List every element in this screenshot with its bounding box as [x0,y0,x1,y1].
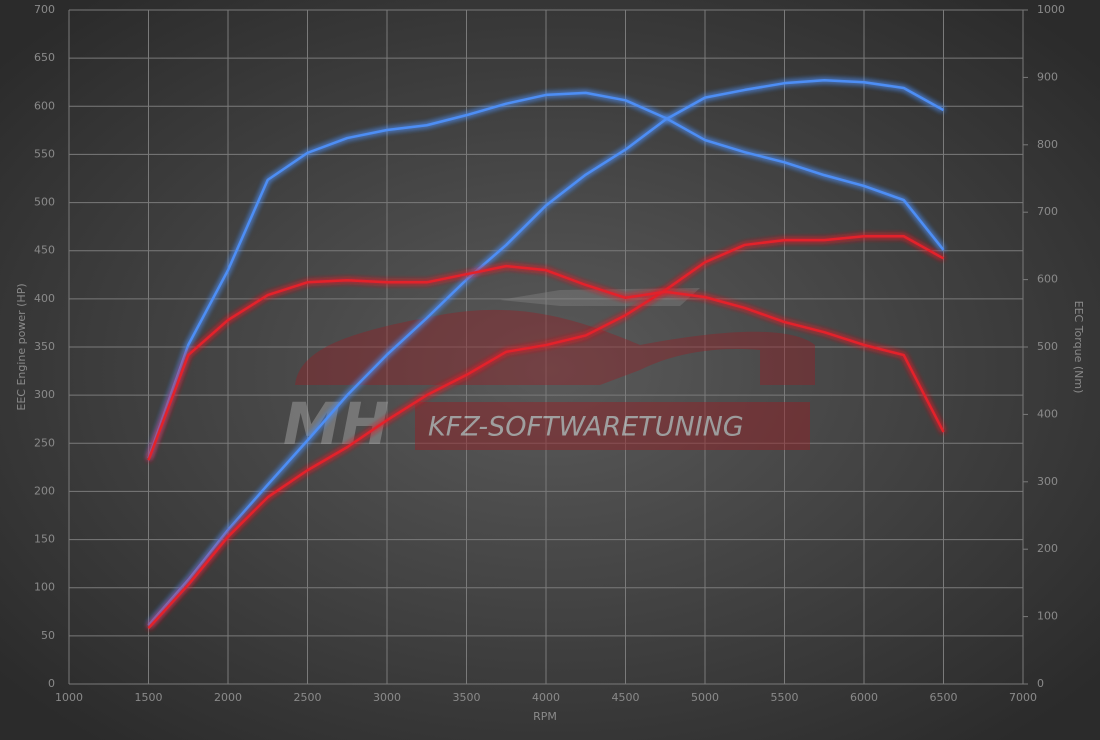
series-line [147,264,945,461]
grid [68,9,1024,685]
y2-tick-label: 900 [1037,70,1058,83]
x-tick-label: 6500 [930,691,958,704]
x-tick-label: 5500 [771,691,799,704]
y-tick-label: 450 [34,244,55,257]
y2-axis-label: EEC Torque (Nm) [1072,301,1085,394]
y2-tick-label: 500 [1037,340,1058,353]
x-tick-label: 6000 [850,691,878,704]
y-tick-label: 200 [34,484,55,497]
y2-tick-label: 400 [1037,407,1058,420]
watermark: MH KFZ-SOFTWARETUNING [283,288,815,458]
y-tick-label: 250 [34,436,55,449]
x-tick-label: 5000 [691,691,719,704]
series-line [147,235,945,629]
y-tick-label: 300 [34,388,55,401]
x-tick-label: 3000 [373,691,401,704]
y-tick-label: 150 [34,533,55,546]
x-tick-label: 4000 [532,691,560,704]
y-tick-label: 0 [48,677,55,690]
y2-tick-label: 600 [1037,273,1058,286]
y-tick-label: 400 [34,292,55,305]
y-tick-label: 550 [34,147,55,160]
y-tick-label: 600 [34,99,55,112]
car-window [500,288,700,306]
y2-tick-label: 700 [1037,205,1058,218]
car-shape [295,309,815,385]
y-tick-label: 100 [34,581,55,594]
y-tick-label: 50 [41,629,55,642]
y-tick-label: 350 [34,340,55,353]
series-line [147,79,945,627]
banner [415,402,810,450]
watermark-text: KFZ-SOFTWARETUNING [428,412,744,443]
y-axis-label: EEC Engine power (HP) [15,283,28,410]
y2-tick-label: 1000 [1037,3,1065,16]
x-tick-label: 7000 [1009,691,1037,704]
y2-tick-label: 300 [1037,475,1058,488]
y-tick-label: 650 [34,51,55,64]
y2-tick-label: 100 [1037,610,1058,623]
y2-tick-label: 800 [1037,138,1058,151]
x-axis-label: RPM [533,710,557,723]
x-tick-label: 1500 [135,691,163,704]
x-tick-label: 4500 [612,691,640,704]
x-tick-label: 2500 [294,691,322,704]
x-tick-label: 3500 [453,691,481,704]
y2-tick-label: 0 [1037,677,1044,690]
x-tick-label: 1000 [55,691,83,704]
y-tick-label: 700 [34,3,55,16]
y2-tick-label: 200 [1037,542,1058,555]
watermark-logo: MH [283,390,389,458]
x-tick-label: 2000 [214,691,242,704]
y-tick-label: 500 [34,196,55,209]
series-line [147,91,945,459]
